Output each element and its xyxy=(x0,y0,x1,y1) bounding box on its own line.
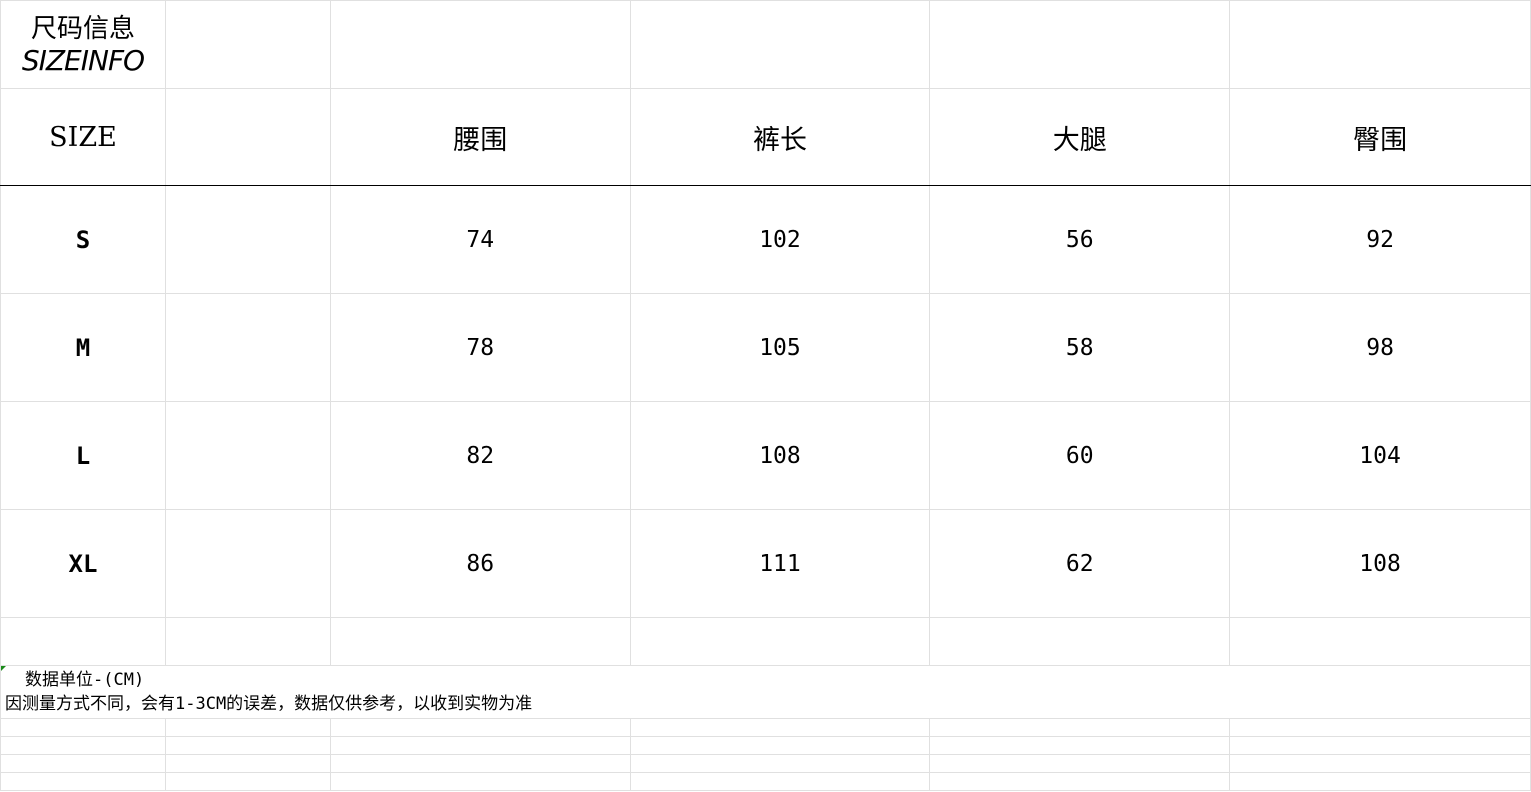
note-cell[interactable]: 数据单位-(CM) 因测量方式不同，会有1-3CM的误差，数据仅供参考，以收到实… xyxy=(0,665,1531,719)
empty-row xyxy=(0,772,1531,791)
waist-cell[interactable]: 86 xyxy=(329,509,631,618)
thigh-cell[interactable]: 60 xyxy=(929,401,1231,510)
cell[interactable] xyxy=(164,617,331,666)
table-row: S 74 102 56 92 xyxy=(0,185,1531,294)
empty-row xyxy=(0,736,1531,755)
header-hip[interactable]: 臀围 xyxy=(1229,88,1531,186)
cell[interactable] xyxy=(164,754,331,773)
cell[interactable] xyxy=(1229,0,1531,89)
note-row: 数据单位-(CM) 因测量方式不同，会有1-3CM的误差，数据仅供参考，以收到实… xyxy=(0,665,1531,719)
hip-cell[interactable]: 92 xyxy=(1229,185,1531,294)
cell[interactable] xyxy=(1229,736,1531,755)
cell[interactable] xyxy=(929,617,1231,666)
cell[interactable] xyxy=(929,772,1231,791)
hip-cell[interactable]: 108 xyxy=(1229,509,1531,618)
empty-row xyxy=(0,617,1531,666)
table-row: L 82 108 60 104 xyxy=(0,401,1531,510)
cell[interactable] xyxy=(164,772,331,791)
empty-row xyxy=(0,754,1531,773)
cell[interactable] xyxy=(629,718,931,737)
cell[interactable] xyxy=(629,754,931,773)
cell[interactable] xyxy=(164,401,331,510)
header-waist[interactable]: 腰围 xyxy=(329,88,631,186)
header-thigh[interactable]: 大腿 xyxy=(929,88,1231,186)
header-row: SIZE 腰围 裤长 大腿 臀围 xyxy=(0,88,1531,186)
cell[interactable] xyxy=(164,0,331,89)
cell[interactable] xyxy=(0,754,166,773)
cell[interactable] xyxy=(329,617,631,666)
cell[interactable] xyxy=(164,736,331,755)
cell[interactable] xyxy=(0,718,166,737)
cell[interactable] xyxy=(164,88,331,186)
cell[interactable] xyxy=(164,185,331,294)
cell[interactable] xyxy=(329,718,631,737)
cell[interactable] xyxy=(629,0,931,89)
cell[interactable] xyxy=(0,617,166,666)
length-cell[interactable]: 108 xyxy=(629,401,931,510)
cell[interactable] xyxy=(629,736,931,755)
thigh-cell[interactable]: 58 xyxy=(929,293,1231,402)
size-cell[interactable]: M xyxy=(0,293,166,402)
waist-cell[interactable]: 78 xyxy=(329,293,631,402)
thigh-cell[interactable]: 56 xyxy=(929,185,1231,294)
cell[interactable] xyxy=(164,293,331,402)
waist-cell[interactable]: 74 xyxy=(329,185,631,294)
table-row: XL 86 111 62 108 xyxy=(0,509,1531,618)
title-en: SIZEINFO xyxy=(21,43,145,77)
cell[interactable] xyxy=(164,509,331,618)
cell[interactable] xyxy=(329,772,631,791)
hip-cell[interactable]: 98 xyxy=(1229,293,1531,402)
hip-cell[interactable]: 104 xyxy=(1229,401,1531,510)
empty-row xyxy=(0,718,1531,737)
size-cell[interactable]: L xyxy=(0,401,166,510)
thigh-cell[interactable]: 62 xyxy=(929,509,1231,618)
cell[interactable] xyxy=(929,0,1231,89)
length-cell[interactable]: 102 xyxy=(629,185,931,294)
cell[interactable] xyxy=(329,736,631,755)
cell[interactable] xyxy=(0,736,166,755)
title-cell[interactable]: 尺码信息 SIZEINFO xyxy=(0,0,166,89)
header-size[interactable]: SIZE xyxy=(0,88,166,186)
cell[interactable] xyxy=(929,736,1231,755)
unit-note: 数据单位-(CM) xyxy=(25,670,145,690)
cell[interactable] xyxy=(0,772,166,791)
cell[interactable] xyxy=(929,754,1231,773)
cell[interactable] xyxy=(629,772,931,791)
cell[interactable] xyxy=(929,718,1231,737)
waist-cell[interactable]: 82 xyxy=(329,401,631,510)
title-row: 尺码信息 SIZEINFO xyxy=(0,0,1531,89)
cell[interactable] xyxy=(164,718,331,737)
size-cell[interactable]: XL xyxy=(0,509,166,618)
cell[interactable] xyxy=(329,0,631,89)
cell[interactable] xyxy=(629,617,931,666)
title-cn: 尺码信息 xyxy=(30,13,135,44)
cell[interactable] xyxy=(1229,754,1531,773)
comment-indicator-icon xyxy=(1,666,6,671)
cell[interactable] xyxy=(1229,617,1531,666)
cell[interactable] xyxy=(329,754,631,773)
size-cell[interactable]: S xyxy=(0,185,166,294)
length-cell[interactable]: 105 xyxy=(629,293,931,402)
disclaimer-note: 因测量方式不同，会有1-3CM的误差，数据仅供参考，以收到实物为准 xyxy=(5,694,533,714)
cell[interactable] xyxy=(1229,772,1531,791)
header-length[interactable]: 裤长 xyxy=(629,88,931,186)
cell[interactable] xyxy=(1229,718,1531,737)
length-cell[interactable]: 111 xyxy=(629,509,931,618)
table-row: M 78 105 58 98 xyxy=(0,293,1531,402)
